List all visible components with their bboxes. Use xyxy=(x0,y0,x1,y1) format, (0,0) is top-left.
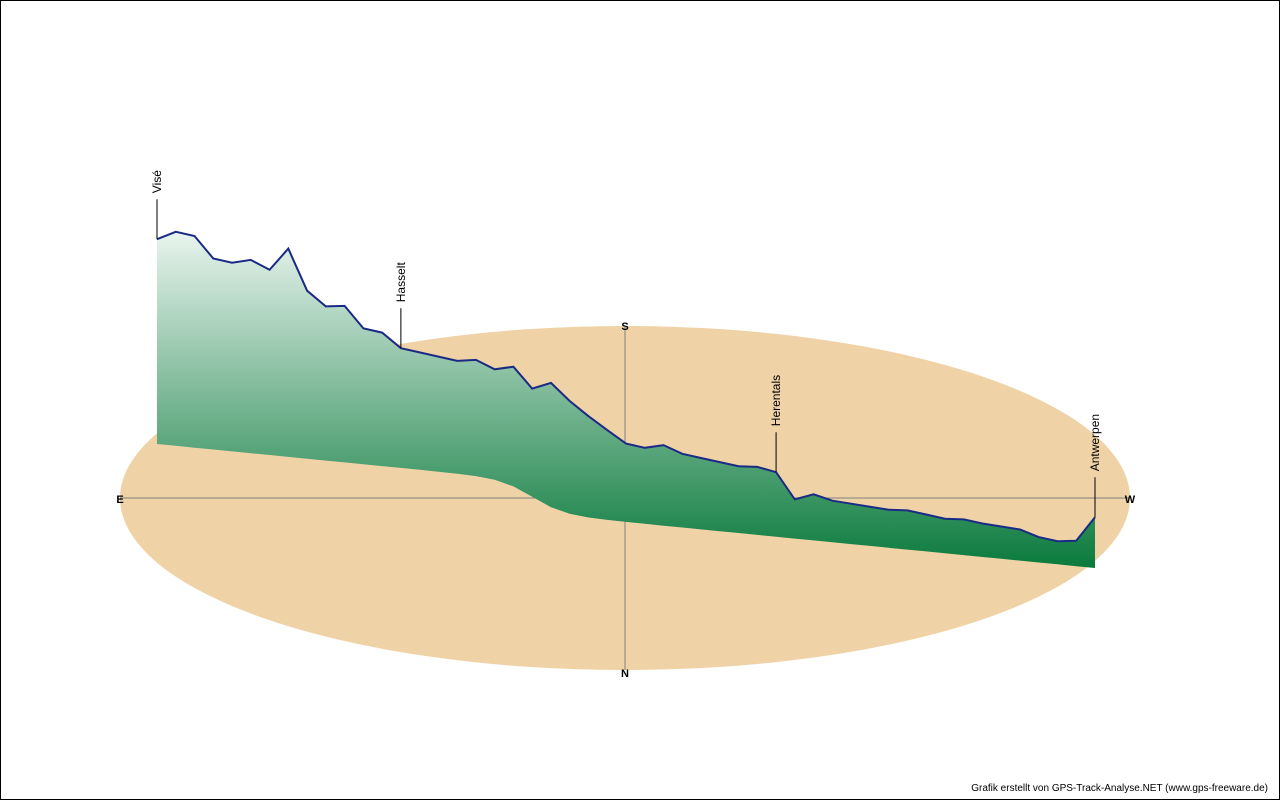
place-label: Hasselt xyxy=(394,262,408,303)
compass-north-label: N xyxy=(621,668,629,680)
place-label: Herentals xyxy=(769,375,783,426)
compass-east-label: E xyxy=(116,494,123,506)
place-label: Antwerpen xyxy=(1088,414,1102,471)
credit-text: Grafik erstellt von GPS-Track-Analyse.NE… xyxy=(971,783,1268,794)
elevation-area xyxy=(157,231,1095,569)
compass-south-label: S xyxy=(621,321,628,333)
elevation-line xyxy=(156,230,1096,543)
place-label: Visé xyxy=(150,170,164,193)
compass-west-label: W xyxy=(1125,494,1136,506)
